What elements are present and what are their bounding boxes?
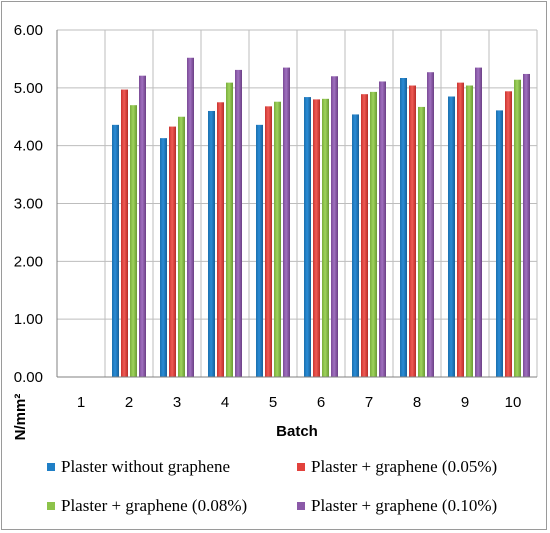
y-tick-label: 3.00 <box>14 196 43 213</box>
bar-batch-2-series-4 <box>139 75 146 378</box>
x-tick-label: 2 <box>125 394 133 411</box>
legend: Plaster without graphene Plaster + graphe… <box>47 457 497 515</box>
bar-batch-5-series-4 <box>283 67 290 377</box>
legend-swatch-3 <box>47 502 55 510</box>
legend-swatch-1 <box>47 463 55 471</box>
axes <box>56 30 537 378</box>
x-tick-label: 1 <box>77 394 85 411</box>
x-tick-label: 4 <box>221 394 229 411</box>
bar-batch-6-series-1 <box>304 97 311 377</box>
y-tick-label: 5.00 <box>14 80 43 97</box>
bar-batch-8-series-2 <box>409 85 416 378</box>
bar-batch-9-series-3 <box>466 85 473 378</box>
bar-batch-2-series-2 <box>121 89 128 378</box>
bar-batch-3-series-2 <box>169 126 176 377</box>
bar-batch-4-series-1 <box>208 110 215 377</box>
legend-swatch-2 <box>297 463 305 471</box>
bar-batch-7-series-3 <box>370 91 377 378</box>
bar-batch-5-series-1 <box>256 124 263 377</box>
bar-batch-5-series-2 <box>265 106 272 377</box>
bar-batch-4-series-3 <box>226 82 233 378</box>
y-tick-label: 4.00 <box>14 138 43 155</box>
x-axis-title: Batch <box>276 423 318 440</box>
bar-batch-3-series-3 <box>178 116 185 377</box>
bar-batch-8-series-3 <box>418 106 425 377</box>
bar-batch-9-series-4 <box>475 67 482 377</box>
bar-batch-7-series-4 <box>379 81 386 377</box>
bar-batch-2-series-1 <box>112 124 119 377</box>
y-axis-title: N/mm² <box>12 394 29 441</box>
bar-batch-5-series-3 <box>274 101 281 378</box>
bar-batch-9-series-1 <box>448 96 455 377</box>
bar-batch-6-series-2 <box>313 99 320 378</box>
bar-batch-8-series-1 <box>400 78 407 378</box>
bar-batch-7-series-1 <box>352 114 359 377</box>
x-tick-labels: 1 2 3 4 5 6 7 8 9 10 <box>77 394 522 411</box>
bar-batch-6-series-4 <box>331 76 338 378</box>
x-tick-label: 5 <box>269 394 277 411</box>
bar-batch-2-series-3 <box>130 105 137 377</box>
x-tick-label: 6 <box>317 394 325 411</box>
legend-swatch-4 <box>297 502 305 510</box>
bar-batch-7-series-2 <box>361 94 368 377</box>
y-tick-label: 0.00 <box>14 369 43 386</box>
bar-batch-6-series-3 <box>322 98 329 378</box>
y-tick-label: 2.00 <box>14 253 43 270</box>
x-tick-label: 3 <box>173 394 181 411</box>
bar-batch-10-series-3 <box>514 79 521 377</box>
bar-batch-10-series-2 <box>505 91 512 377</box>
x-tick-label: 8 <box>413 394 421 411</box>
bar-batch-3-series-4 <box>187 57 194 377</box>
bar-batch-4-series-4 <box>235 69 242 377</box>
y-tick-labels: 0.00 1.00 2.00 3.00 4.00 5.00 6.00 <box>14 22 43 386</box>
legend-label-2: Plaster + graphene (0.05%) <box>311 457 497 476</box>
x-tick-label: 7 <box>365 394 373 411</box>
bars <box>112 57 530 378</box>
legend-label-3: Plaster + graphene (0.08%) <box>61 496 247 515</box>
y-tick-label: 1.00 <box>14 311 43 328</box>
bar-batch-9-series-2 <box>457 82 464 378</box>
bar-batch-4-series-2 <box>217 102 224 378</box>
bar-batch-8-series-4 <box>427 72 434 378</box>
gridlines <box>56 29 538 378</box>
bar-batch-10-series-4 <box>523 73 530 377</box>
x-tick-label: 10 <box>505 394 522 411</box>
legend-label-4: Plaster + graphene (0.10%) <box>311 496 497 515</box>
y-tick-label: 6.00 <box>14 22 43 39</box>
legend-label-1: Plaster without graphene <box>61 457 230 476</box>
x-tick-label: 9 <box>461 394 469 411</box>
bar-batch-3-series-1 <box>160 138 167 377</box>
bar-batch-10-series-1 <box>496 110 503 377</box>
